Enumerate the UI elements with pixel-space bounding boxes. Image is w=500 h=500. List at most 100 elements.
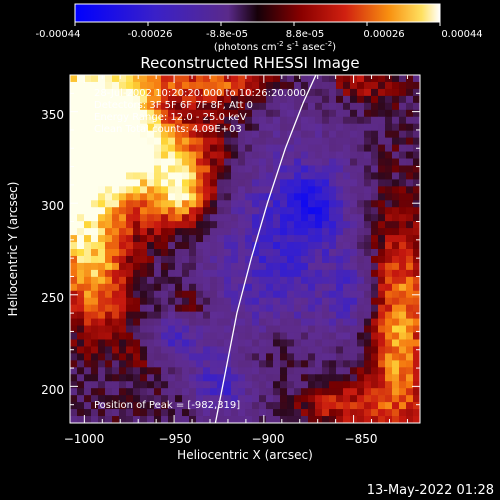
heatmap-cell: [203, 311, 211, 320]
heatmap-cell: [245, 158, 253, 167]
heatmap-cell: [245, 102, 253, 111]
heatmap-cell: [329, 200, 337, 208]
heatmap-cell: [378, 81, 386, 90]
heatmap-cell: [287, 297, 295, 306]
heatmap-cell: [392, 179, 400, 187]
heatmap-cell: [84, 242, 92, 250]
heatmap-cell: [308, 179, 316, 187]
heatmap-cell: [182, 269, 190, 278]
heatmap-cell: [133, 416, 141, 423]
heatmap-cell: [245, 193, 253, 201]
heatmap-cell: [315, 116, 323, 125]
heatmap-cell: [371, 290, 379, 299]
heatmap-cell: [119, 283, 127, 292]
heatmap-cell: [315, 221, 323, 229]
heatmap-cell: [217, 130, 225, 139]
heatmap-cell: [301, 304, 309, 313]
heatmap-cell: [413, 402, 420, 410]
heatmap-cell: [224, 95, 232, 104]
heatmap-cell: [105, 130, 113, 139]
heatmap-cell: [392, 402, 400, 410]
heatmap-cell: [280, 193, 288, 201]
heatmap-cell: [287, 207, 295, 215]
heatmap-cell: [385, 339, 393, 348]
heatmap-cell: [154, 179, 162, 187]
heatmap-cell: [182, 158, 190, 167]
heatmap-cell: [77, 186, 85, 194]
heatmap-cell: [147, 249, 155, 257]
heatmap-cell: [168, 339, 176, 348]
heatmap-cell: [84, 416, 92, 423]
heatmap-cell: [119, 346, 127, 354]
heatmap-cell: [133, 402, 141, 410]
heatmap-cell: [371, 283, 379, 292]
heatmap-cell: [378, 193, 386, 201]
heatmap-cell: [119, 207, 127, 215]
heatmap-cell: [217, 88, 225, 97]
heatmap-cell: [357, 130, 365, 139]
heatmap-cell: [91, 388, 99, 396]
heatmap-cell: [266, 416, 274, 423]
heatmap-cell: [126, 402, 134, 410]
heatmap-cell: [329, 179, 337, 187]
y-tick-label: 200: [41, 383, 64, 397]
heatmap-cell: [308, 325, 316, 334]
heatmap-cell: [287, 165, 295, 174]
heatmap-cell: [196, 311, 204, 320]
heatmap-cell: [91, 81, 99, 90]
heatmap-cell: [161, 207, 169, 215]
heatmap-cell: [224, 165, 232, 174]
heatmap-cell: [322, 255, 330, 264]
heatmap-cell: [413, 151, 420, 160]
heatmap-cell: [315, 207, 323, 215]
heatmap-cell: [112, 109, 120, 118]
heatmap-cell: [273, 262, 281, 271]
heatmap-cell: [259, 109, 267, 118]
heatmap-cell: [210, 311, 218, 320]
heatmap-cell: [105, 409, 113, 417]
heatmap-cell: [217, 318, 225, 327]
heatmap-cell: [196, 416, 204, 423]
heatmap-cell: [399, 186, 407, 194]
heatmap-cell: [273, 207, 281, 215]
heatmap-cell: [336, 179, 344, 187]
heatmap-cell: [224, 249, 232, 257]
heatmap-cell: [91, 193, 99, 201]
heatmap-cell: [357, 228, 365, 236]
heatmap-cell: [203, 81, 211, 90]
heatmap-cell: [399, 200, 407, 208]
heatmap-cell: [210, 290, 218, 299]
heatmap-cell: [154, 374, 162, 382]
heatmap-cell: [329, 207, 337, 215]
heatmap-cell: [259, 88, 267, 97]
heatmap-cell: [147, 130, 155, 139]
heatmap-cell: [280, 123, 288, 132]
heatmap-cell: [196, 242, 204, 250]
heatmap-cell: [147, 81, 155, 90]
heatmap-cell: [91, 172, 99, 180]
heatmap-cell: [147, 165, 155, 174]
heatmap-cell: [357, 249, 365, 257]
heatmap-cell: [357, 367, 365, 375]
heatmap-cell: [238, 116, 246, 125]
heatmap-cell: [154, 151, 162, 160]
heatmap-cell: [210, 332, 218, 341]
heatmap-cell: [392, 360, 400, 368]
heatmap-cell: [77, 95, 85, 104]
heatmap-cell: [168, 416, 176, 423]
heatmap-cell: [84, 200, 92, 208]
heatmap-cell: [336, 409, 344, 417]
heatmap-cell: [280, 269, 288, 278]
heatmap-cell: [329, 75, 337, 83]
heatmap-cell: [350, 228, 358, 236]
heatmap-cell: [126, 374, 134, 382]
heatmap-cell: [336, 290, 344, 299]
heatmap-cell: [231, 214, 239, 222]
heatmap-cell: [294, 151, 302, 160]
heatmap-cell: [210, 151, 218, 160]
heatmap-cell: [413, 276, 420, 285]
heatmap-cell: [175, 402, 183, 410]
heatmap-cell: [133, 165, 141, 174]
heatmap-cell: [203, 332, 211, 341]
heatmap-cell: [189, 75, 197, 83]
